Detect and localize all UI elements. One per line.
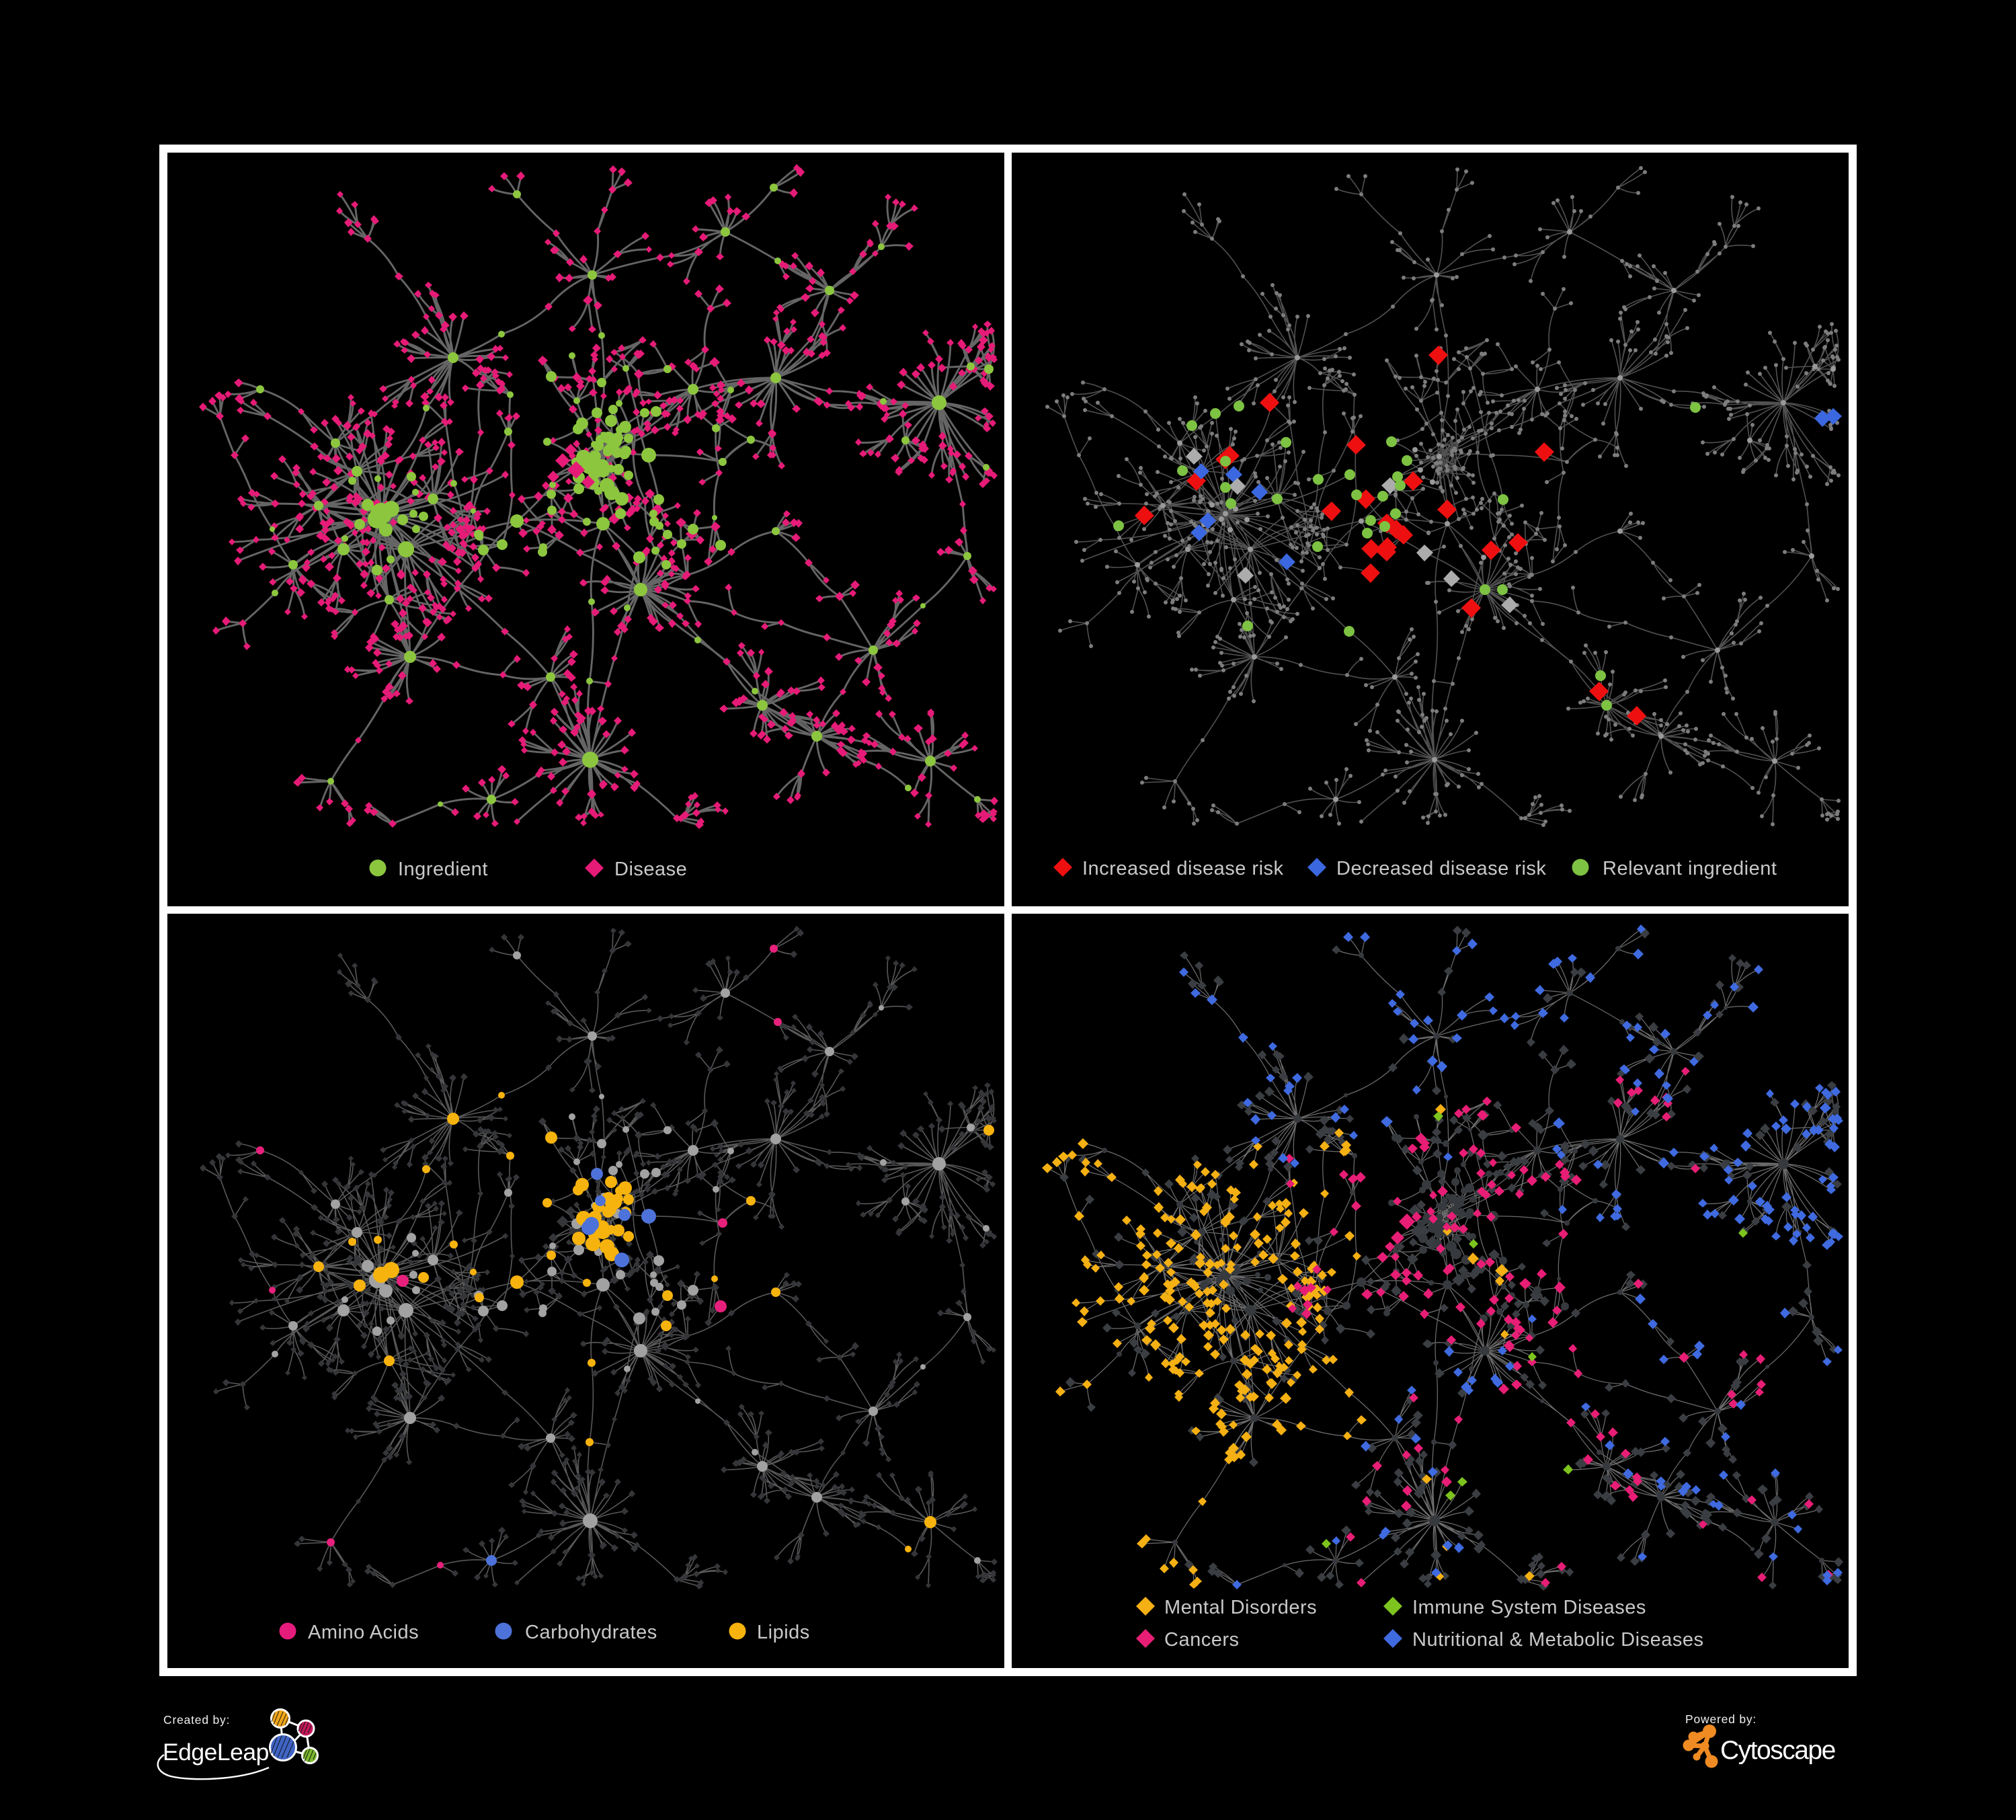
svg-text:Cancers: Cancers — [1164, 1629, 1240, 1651]
svg-text:Ingredient: Ingredient — [398, 859, 488, 880]
svg-text:Relevant ingredient: Relevant ingredient — [1603, 858, 1777, 879]
svg-text:Lipids: Lipids — [757, 1622, 810, 1643]
svg-text:Created by:: Created by: — [163, 1713, 230, 1727]
svg-text:Amino Acids: Amino Acids — [308, 1622, 419, 1643]
svg-text:EdgeLeap: EdgeLeap — [163, 1739, 269, 1766]
svg-text:Increased disease risk: Increased disease risk — [1082, 858, 1284, 879]
svg-text:Carbohydrates: Carbohydrates — [525, 1622, 657, 1643]
svg-text:Mental Disorders: Mental Disorders — [1164, 1597, 1317, 1618]
svg-text:Disease: Disease — [614, 859, 687, 880]
svg-text:Immune System Diseases: Immune System Diseases — [1412, 1597, 1646, 1618]
svg-text:Powered by:: Powered by: — [1685, 1712, 1757, 1726]
svg-text:Cytoscape: Cytoscape — [1720, 1736, 1835, 1765]
svg-text:Nutritional & Metabolic Diseas: Nutritional & Metabolic Diseases — [1412, 1629, 1703, 1651]
svg-text:Decreased disease risk: Decreased disease risk — [1336, 858, 1546, 879]
